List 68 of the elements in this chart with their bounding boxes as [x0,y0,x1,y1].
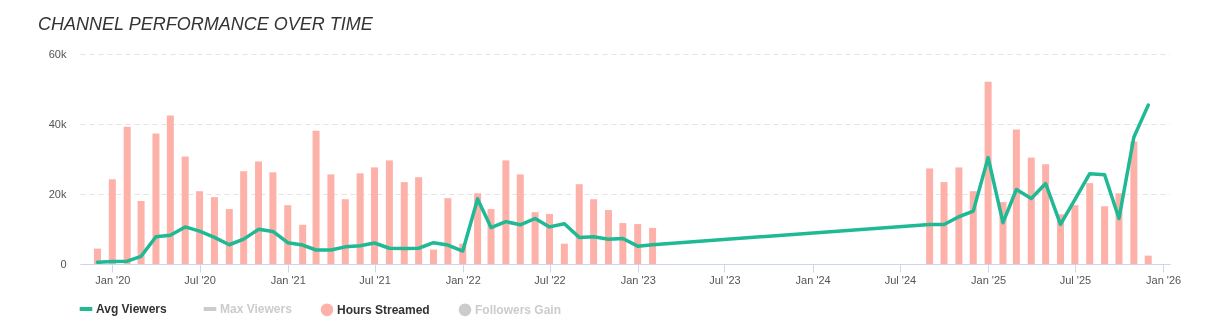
x-tick-label: Jul '20 [184,273,216,286]
bar [531,212,539,264]
bar [560,243,568,264]
bar [240,171,248,264]
bar [1027,157,1035,264]
bar [385,160,393,264]
x-tick-label: Jul '21 [359,273,391,286]
x-tick-label: Jan '25 [971,273,1007,286]
bar [371,167,379,264]
bar [955,167,963,264]
bar [575,184,583,264]
bar [1144,255,1152,264]
bar [984,81,992,264]
bar [327,174,335,264]
x-tick-label: Jan '21 [270,273,306,286]
bar [430,249,437,264]
y-tick-label: 20k [48,187,67,200]
bar [269,172,277,264]
bar [1130,141,1138,264]
bar [1086,183,1094,264]
x-tick-label: Jul '25 [1059,273,1092,286]
x-tick-label: Jan '22 [445,273,481,286]
bar [1101,206,1109,264]
x-tick-label: Jan '23 [620,273,656,286]
bar [210,197,218,264]
bar [356,173,364,264]
bar [516,174,524,264]
bar [502,160,510,264]
bar [123,126,131,264]
bar [152,133,160,264]
bar [634,224,642,264]
bar [196,191,204,264]
bar [312,130,320,264]
bar [940,182,948,264]
y-tick-label: 40k [48,117,67,130]
bar [400,182,408,264]
x-tick-label: Jul '23 [709,273,741,286]
bar [1071,205,1079,264]
bar [1042,164,1050,264]
bar [225,209,233,264]
bar [926,168,934,264]
bar [604,210,612,264]
x-tick-label: Jul '22 [534,273,566,286]
x-tick-label: Jan '24 [795,273,831,286]
legend-label: Hours Streamed [337,302,430,317]
bar [590,199,598,264]
bar [546,213,553,264]
bar [444,198,452,264]
bar [619,223,627,264]
bar [181,156,189,264]
x-tick-label: Jan '26 [1146,273,1182,286]
chart-title: CHANNEL PERFORMANCE OVER TIME [38,14,374,34]
y-tick-label: 60k [48,47,67,60]
bar [415,177,423,264]
legend-label: Avg Viewers [96,302,168,316]
y-tick-label: 0 [60,257,67,270]
bar [299,224,307,264]
bar [284,205,292,264]
bar [166,115,174,264]
bar [255,161,263,264]
bar [487,209,495,264]
line-series [95,103,1150,264]
x-tick-label: Jan '20 [95,273,131,286]
bar [1012,129,1020,264]
bar [108,179,116,264]
bar [137,201,145,264]
x-tick-label: Jul '24 [884,273,917,286]
bar [341,199,349,264]
